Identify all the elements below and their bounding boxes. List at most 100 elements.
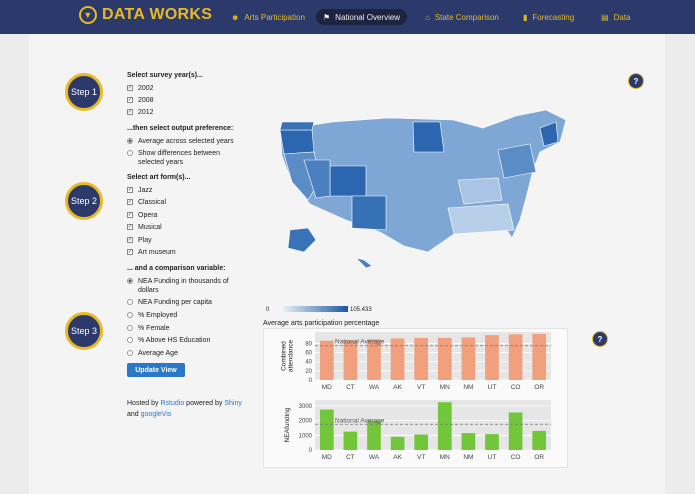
bar-charts: 0 20 40 60 80 MD CT WA AK VT MN NM UT CO OR National Av…: [281, 332, 551, 461]
shiny-link[interactable]: Shiny: [224, 400, 242, 407]
comparison-radio-nea-funding[interactable]: NEA Funding in thousands of dollars: [127, 277, 237, 295]
state-northeast[interactable]: [497, 143, 537, 179]
x-tick-label: NM: [463, 384, 473, 391]
bar-or: [532, 333, 547, 380]
tab-national-overview[interactable]: ⚑ National Overview: [316, 9, 408, 25]
flag-icon: ⚑: [323, 12, 331, 22]
footer-text: and: [127, 411, 139, 418]
art-checkbox-classical[interactable]: Classical: [127, 198, 166, 207]
tab-label: Forecasting: [532, 12, 575, 22]
state-new-mexico[interactable]: [351, 195, 387, 231]
footer-text: powered by: [186, 400, 223, 407]
help-button-chart[interactable]: ?: [592, 331, 608, 347]
checkbox-icon: [127, 249, 133, 255]
x-tick-label: CT: [346, 454, 355, 461]
year-checkbox-2012[interactable]: 2012: [127, 108, 154, 117]
option-label: Play: [138, 237, 152, 244]
state-maine[interactable]: [539, 121, 559, 147]
bar-nm: [461, 337, 476, 380]
x-tick-label: WA: [369, 454, 380, 461]
us-choropleth-map[interactable]: [268, 100, 588, 290]
step-label: Step 1: [70, 87, 98, 97]
tab-arts-participation[interactable]: ☻ Arts Participation: [224, 9, 312, 25]
help-button-top[interactable]: ?: [628, 73, 644, 89]
output-radio-average[interactable]: Average across selected years: [127, 137, 234, 146]
y-tick-label: 1000: [299, 433, 313, 439]
y-axis-label: NEAfunding: [284, 407, 291, 442]
comparison-radio-average-age[interactable]: Average Age: [127, 349, 178, 358]
rstudio-link[interactable]: Rstudio: [160, 400, 185, 407]
checkbox-icon: [127, 85, 133, 91]
option-label: Average Age: [138, 350, 178, 357]
radio-icon: [127, 150, 133, 156]
bar-md: [319, 409, 334, 450]
brand[interactable]: ▼ DATA WORKS: [79, 6, 212, 24]
state-south[interactable]: [447, 203, 515, 235]
x-tick-label: MD: [322, 384, 332, 391]
tab-data[interactable]: ▤ Data: [594, 9, 637, 25]
x-tick-label: WA: [369, 384, 380, 391]
state-utah[interactable]: [303, 159, 331, 199]
comparison-radio-employed[interactable]: % Employed: [127, 311, 177, 320]
checkbox-icon: [127, 224, 133, 230]
radio-icon: [127, 312, 133, 318]
y-tick-label: 2000: [299, 419, 313, 425]
y-tick-label: 0: [309, 448, 313, 454]
bar-wa: [367, 420, 381, 450]
x-tick-label: UT: [488, 384, 497, 391]
years-label: Select survey year(s)...: [127, 72, 203, 79]
art-checkbox-jazz[interactable]: Jazz: [127, 186, 152, 195]
output-label: ...then select output preference:: [127, 125, 234, 132]
state-kentucky[interactable]: [457, 177, 503, 205]
state-minnesota[interactable]: [412, 121, 445, 153]
bar-co: [508, 412, 523, 450]
bar-or: [532, 430, 547, 450]
comparison-radio-nea-per-capita[interactable]: NEA Funding per capita: [127, 298, 212, 307]
tab-forecasting[interactable]: ▮ Forecasting: [516, 9, 581, 25]
art-checkbox-play[interactable]: Play: [127, 236, 152, 245]
y-tick-label: 40: [305, 360, 312, 366]
y-axis-label: Combined: [281, 341, 288, 371]
bar-co: [508, 334, 523, 380]
person-icon: ☻: [231, 12, 240, 22]
tab-label: National Overview: [335, 12, 401, 22]
checkbox-icon: [127, 237, 133, 243]
art-checkbox-art-museum[interactable]: Art museum: [127, 248, 176, 257]
year-checkbox-2008[interactable]: 2008: [127, 96, 154, 105]
option-label: 2012: [138, 109, 154, 116]
bar-chart-icon: ▮: [523, 12, 528, 22]
art-checkbox-musical[interactable]: Musical: [127, 223, 162, 232]
state-washington[interactable]: [279, 121, 315, 131]
tab-label: State Comparison: [434, 12, 499, 22]
state-hawaii[interactable]: [355, 257, 373, 269]
bar-ct: [343, 340, 358, 380]
national-average-label: National Average: [335, 339, 385, 346]
option-label: Jazz: [138, 187, 153, 194]
option-label: Opera: [138, 212, 158, 219]
x-tick-label: CT: [346, 384, 355, 391]
state-colorado[interactable]: [329, 165, 367, 197]
hdd-icon: ▤: [601, 12, 609, 22]
checkbox-icon: [127, 212, 133, 218]
map-color-legend: [283, 306, 348, 312]
radio-icon: [127, 337, 133, 343]
x-tick-label: CO: [511, 454, 521, 461]
y-tick-label: 20: [305, 369, 312, 375]
y-tick-label: 80: [305, 341, 312, 347]
state-alaska[interactable]: [287, 227, 317, 253]
top-navbar: ▼ DATA WORKS ☻ Arts Participation ⚑ Nation…: [0, 0, 695, 34]
x-tick-label: VT: [417, 384, 425, 391]
art-checkbox-opera[interactable]: Opera: [127, 211, 157, 220]
checkbox-icon: [127, 97, 133, 103]
bar-mn: [437, 402, 452, 450]
logo-icon: ▼: [79, 6, 97, 24]
googlevis-link[interactable]: googleVis: [140, 411, 172, 418]
year-checkbox-2002[interactable]: 2002: [127, 84, 154, 93]
update-view-button[interactable]: Update View: [127, 363, 185, 377]
comparison-radio-female[interactable]: % Female: [127, 324, 170, 333]
state-oregon[interactable]: [279, 129, 315, 155]
home-icon: ⌂: [425, 12, 430, 22]
tab-state-comparison[interactable]: ⌂ State Comparison: [418, 9, 506, 25]
comparison-radio-hs-education[interactable]: % Above HS Education: [127, 336, 210, 345]
output-radio-differences[interactable]: Show differences between selected years: [127, 149, 237, 167]
